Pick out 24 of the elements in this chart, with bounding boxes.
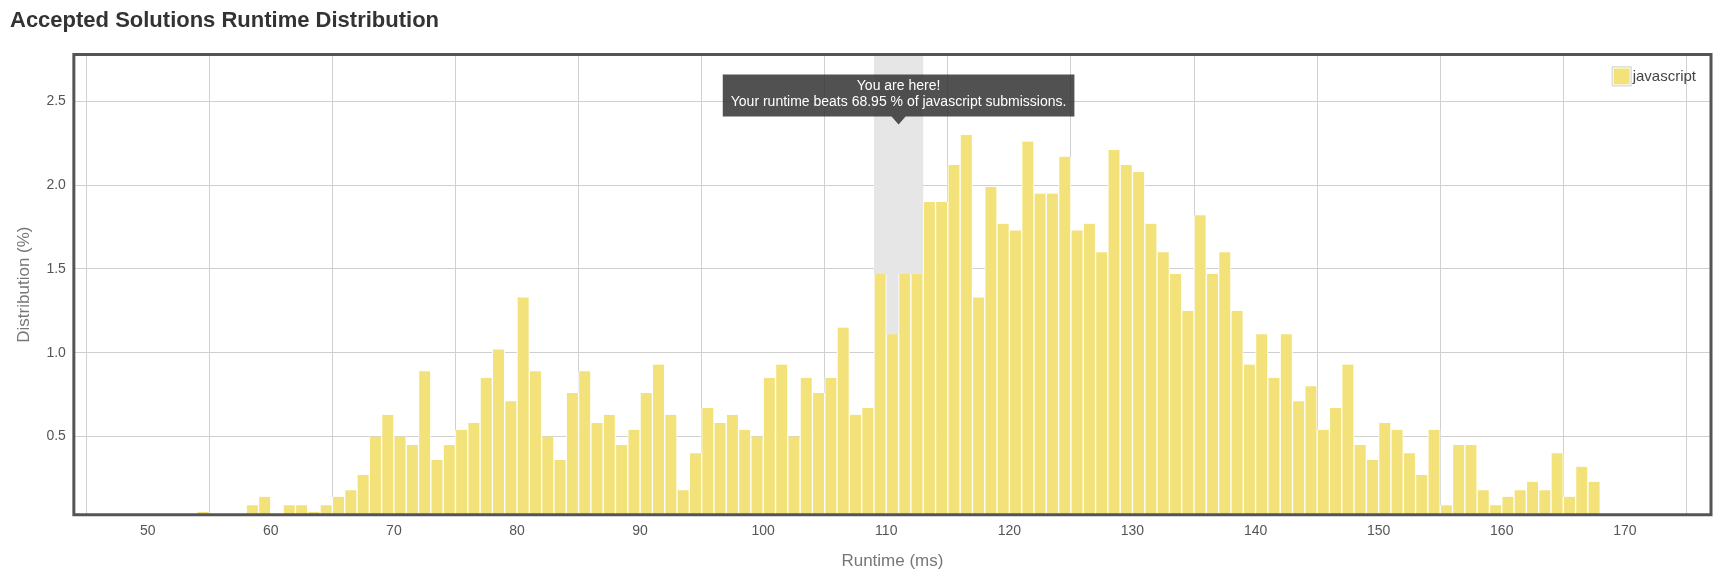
y-tick-label: 0.5 xyxy=(46,427,67,444)
chart-title: Accepted Solutions Runtime Distribution xyxy=(10,7,440,33)
x-tick-label: 170 xyxy=(1613,522,1637,539)
x-tick-label: 70 xyxy=(386,522,402,539)
x-tick-label: 100 xyxy=(751,522,776,539)
y-tick-label: 2.5 xyxy=(46,92,67,109)
x-axis-title: Runtime (ms) xyxy=(841,551,944,571)
x-tick-label: 110 xyxy=(875,522,898,539)
x-tick-label: 80 xyxy=(509,522,525,539)
x-tick-label: 150 xyxy=(1366,522,1391,539)
legend-label: javascript xyxy=(1631,66,1697,84)
annotation: You are here! xyxy=(856,77,941,94)
y-tick-label: 2.0 xyxy=(46,175,67,192)
y-axis-title: Distribution (%) xyxy=(13,226,33,343)
x-tick-label: 60 xyxy=(263,522,279,539)
x-tick-label: 140 xyxy=(1243,522,1268,539)
x-tick-label: 160 xyxy=(1490,522,1514,539)
x-tick-label: 130 xyxy=(1120,522,1145,539)
annotation: Your runtime beats 68.95 % of javascript submissions. xyxy=(730,93,1067,110)
y-tick-label: 1.5 xyxy=(46,259,67,276)
y-tick-label: 1.0 xyxy=(46,343,67,360)
x-tick-label: 50 xyxy=(139,522,156,539)
x-tick-label: 90 xyxy=(632,522,649,539)
x-tick-label: 120 xyxy=(997,522,1022,539)
